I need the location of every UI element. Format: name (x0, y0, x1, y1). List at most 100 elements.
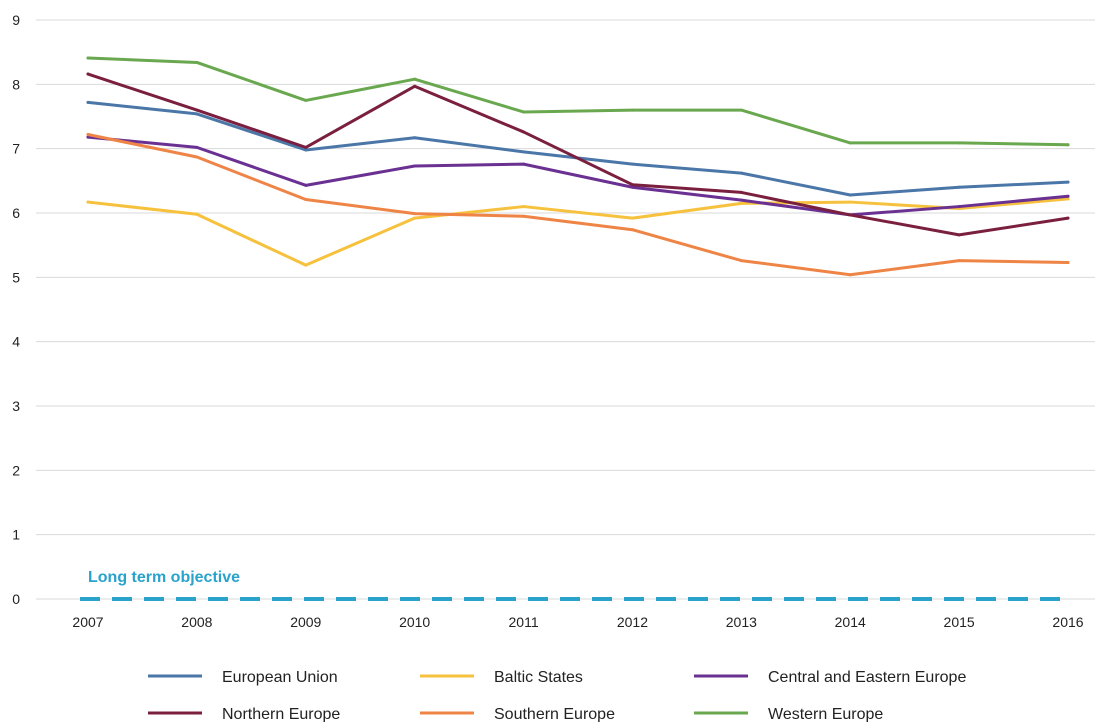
y-tick-label: 9 (12, 12, 20, 28)
legend-label: European Union (222, 669, 338, 686)
y-tick-label: 4 (12, 334, 20, 350)
data-point (195, 145, 199, 149)
y-tick-label: 8 (12, 76, 20, 92)
y-tick-label: 6 (12, 205, 20, 221)
series-line (86, 135, 1070, 217)
data-point (957, 259, 961, 263)
data-point (522, 214, 526, 218)
series-lines (86, 56, 1070, 277)
data-point (739, 108, 743, 112)
data-point (739, 171, 743, 175)
data-point (630, 185, 634, 189)
series-baltic-states (86, 197, 1070, 267)
data-point (848, 273, 852, 277)
data-point (413, 84, 417, 88)
series-western-europe (86, 56, 1070, 147)
x-tick-label: 2011 (509, 614, 539, 630)
data-point (304, 183, 308, 187)
legend-label: Northern Europe (222, 706, 340, 722)
data-point (522, 162, 526, 166)
series-central-and-eastern-europe (86, 135, 1070, 217)
data-point (957, 185, 961, 189)
legend: European Union Baltic States Central and E… (148, 669, 966, 722)
data-point (739, 201, 743, 205)
data-point (304, 98, 308, 102)
objective-label: Long term objective (88, 569, 240, 586)
legend-item: Western Europe (694, 706, 883, 722)
x-tick-label: 2015 (944, 614, 975, 630)
x-tick-label: 2010 (399, 614, 430, 630)
data-point (86, 56, 90, 60)
y-axis-ticks: 0 1 2 3 4 5 6 7 8 9 (12, 12, 20, 607)
y-tick-label: 7 (12, 141, 20, 157)
legend-label: Central and Eastern Europe (768, 669, 966, 686)
data-point (848, 141, 852, 145)
data-point (848, 193, 852, 197)
legend-item: Northern Europe (148, 706, 340, 722)
y-tick-label: 3 (12, 398, 20, 414)
data-point (848, 213, 852, 217)
data-point (86, 135, 90, 139)
data-point (522, 205, 526, 209)
data-point (195, 60, 199, 64)
data-point (630, 162, 634, 166)
data-point (957, 205, 961, 209)
data-point (630, 108, 634, 112)
legend-label: Southern Europe (494, 706, 615, 722)
data-point (1066, 261, 1070, 265)
data-point (86, 200, 90, 204)
y-tick-label: 2 (12, 462, 20, 478)
y-tick-label: 5 (12, 269, 20, 285)
series-line (86, 72, 1070, 237)
data-point (304, 197, 308, 201)
data-point (630, 183, 634, 187)
series-northern-europe (86, 72, 1070, 237)
gridlines (36, 19, 1095, 600)
data-point (957, 141, 961, 145)
data-point (195, 212, 199, 216)
data-point (195, 112, 199, 116)
data-point (413, 77, 417, 81)
data-point (1066, 197, 1070, 201)
data-point (522, 150, 526, 154)
series-line (86, 133, 1070, 277)
data-point (86, 133, 90, 137)
data-point (1066, 216, 1070, 220)
data-point (86, 72, 90, 76)
series-line (86, 56, 1070, 147)
x-tick-label: 2009 (290, 614, 321, 630)
data-point (195, 155, 199, 159)
legend-item: European Union (148, 669, 338, 686)
legend-item: Southern Europe (420, 706, 615, 722)
y-tick-label: 1 (12, 527, 20, 543)
x-tick-label: 2016 (1052, 614, 1083, 630)
data-point (413, 136, 417, 140)
data-point (413, 212, 417, 216)
data-point (522, 110, 526, 114)
series-southern-europe (86, 133, 1070, 277)
data-point (86, 100, 90, 104)
data-point (1066, 143, 1070, 147)
x-axis-ticks: 2007 2008 2009 2010 2011 2012 2013 2014 2015 2016 (72, 614, 1083, 630)
data-point (848, 200, 852, 204)
y-tick-label: 0 (12, 591, 20, 607)
x-tick-label: 2014 (835, 614, 866, 630)
legend-label: Baltic States (494, 669, 583, 686)
data-point (739, 259, 743, 263)
data-point (739, 190, 743, 194)
data-point (630, 228, 634, 232)
data-point (957, 233, 961, 237)
data-point (195, 108, 199, 112)
data-point (304, 263, 308, 267)
long-term-objective: Long term objective (80, 569, 1072, 601)
x-tick-label: 2012 (617, 614, 648, 630)
legend-label: Western Europe (768, 706, 883, 722)
x-tick-label: 2013 (726, 614, 757, 630)
data-point (630, 216, 634, 220)
data-point (413, 216, 417, 220)
data-point (413, 164, 417, 168)
series-line (86, 197, 1070, 267)
data-point (1066, 180, 1070, 184)
